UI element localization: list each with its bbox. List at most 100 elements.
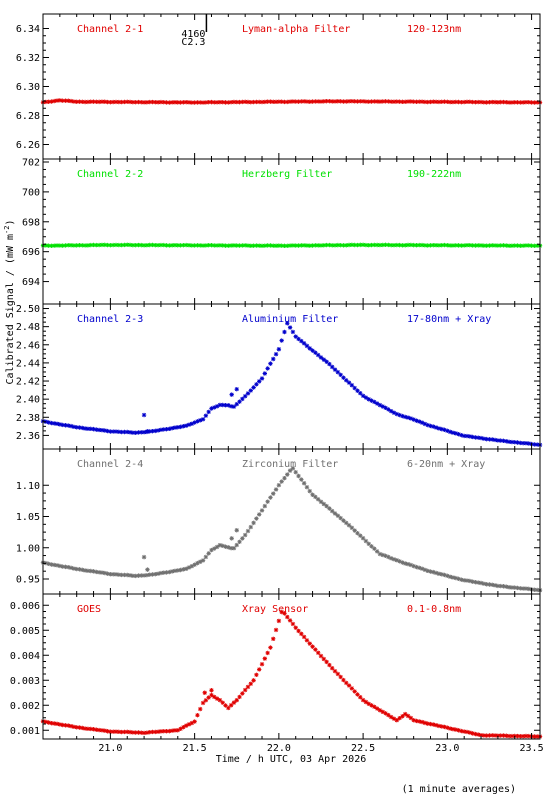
data-point — [110, 729, 116, 734]
data-point — [414, 243, 419, 248]
data-point — [181, 100, 186, 105]
data-point — [127, 430, 133, 435]
data-point — [344, 378, 349, 383]
data-point — [85, 568, 91, 574]
data-point — [251, 520, 256, 526]
data-point — [518, 243, 523, 248]
data-point — [91, 727, 96, 732]
data-point — [248, 99, 253, 105]
data-point — [195, 713, 200, 718]
data-point — [234, 401, 239, 407]
data-point — [60, 564, 65, 569]
data-point — [290, 466, 296, 471]
data-point — [425, 243, 430, 248]
data-point — [63, 564, 68, 570]
y-axis-label-close: ) — [5, 220, 16, 226]
data-point — [99, 427, 105, 433]
data-point — [77, 725, 82, 730]
data-point — [175, 100, 180, 105]
data-point — [400, 243, 405, 248]
data-point — [422, 720, 428, 726]
data-point — [346, 242, 352, 248]
data-point — [405, 242, 411, 248]
data-point — [223, 403, 228, 408]
y-tick-label: 2.50 — [16, 304, 40, 315]
data-point — [52, 721, 57, 726]
data-point — [408, 562, 414, 568]
data-point — [276, 347, 282, 352]
data-point — [476, 732, 481, 737]
data-point — [487, 733, 492, 738]
data-point — [164, 729, 169, 734]
data-point — [178, 567, 183, 573]
data-point — [212, 405, 217, 410]
data-point — [141, 243, 147, 248]
data-point — [285, 99, 290, 105]
data-point — [425, 99, 430, 105]
data-point — [71, 243, 77, 248]
data-point — [397, 412, 402, 418]
data-point — [125, 729, 130, 735]
data-point — [287, 325, 293, 330]
data-point — [414, 99, 419, 104]
data-point — [164, 427, 169, 432]
data-point — [360, 393, 366, 399]
data-point — [237, 99, 242, 105]
data-point — [532, 442, 537, 447]
data-point — [509, 733, 515, 739]
data-point — [417, 242, 422, 248]
panel-band: 0.1-0.8nm — [407, 604, 461, 615]
data-point — [268, 495, 273, 500]
data-point — [327, 242, 332, 248]
data-point — [268, 645, 273, 650]
data-point — [248, 524, 253, 530]
data-point — [369, 544, 374, 549]
data-point — [214, 243, 220, 248]
data-point — [290, 329, 296, 335]
data-point — [495, 733, 501, 738]
y-tick-label: 2.48 — [16, 322, 40, 333]
data-point — [304, 638, 310, 643]
data-point — [231, 404, 237, 409]
data-point — [417, 419, 422, 424]
data-point — [478, 580, 484, 586]
data-point — [74, 566, 79, 572]
y-tick-label: 0.004 — [10, 651, 40, 662]
data-point — [501, 584, 506, 589]
data-point — [369, 398, 374, 403]
data-point — [386, 242, 391, 248]
data-point — [226, 243, 231, 248]
data-point — [139, 242, 144, 248]
data-point — [49, 99, 54, 104]
data-point — [332, 243, 338, 248]
data-point — [43, 99, 49, 105]
data-point — [237, 694, 242, 700]
data-point — [487, 582, 492, 587]
data-point — [470, 99, 475, 105]
data-point — [374, 706, 380, 711]
data-point — [304, 484, 310, 490]
data-point — [248, 243, 253, 248]
data-point — [428, 243, 433, 248]
data-point — [386, 712, 391, 718]
panel-filter-name: Aluminium Filter — [242, 314, 338, 325]
data-point — [509, 439, 515, 445]
data-point — [198, 706, 203, 712]
data-point — [279, 243, 284, 248]
flare-marker-label: C2.3 — [181, 37, 205, 48]
data-point — [506, 585, 512, 590]
data-point — [363, 699, 369, 705]
data-point — [436, 99, 442, 105]
data-point — [108, 242, 113, 248]
y-tick-label: 2.42 — [16, 377, 40, 388]
data-point — [80, 425, 85, 431]
data-point — [259, 243, 265, 248]
data-point — [268, 361, 273, 366]
data-point — [315, 243, 321, 248]
data-point — [408, 99, 414, 104]
data-point — [501, 99, 506, 105]
data-point — [349, 242, 355, 248]
data-point — [122, 572, 127, 578]
y-tick-label: 0.005 — [10, 626, 40, 637]
data-point — [80, 99, 85, 104]
